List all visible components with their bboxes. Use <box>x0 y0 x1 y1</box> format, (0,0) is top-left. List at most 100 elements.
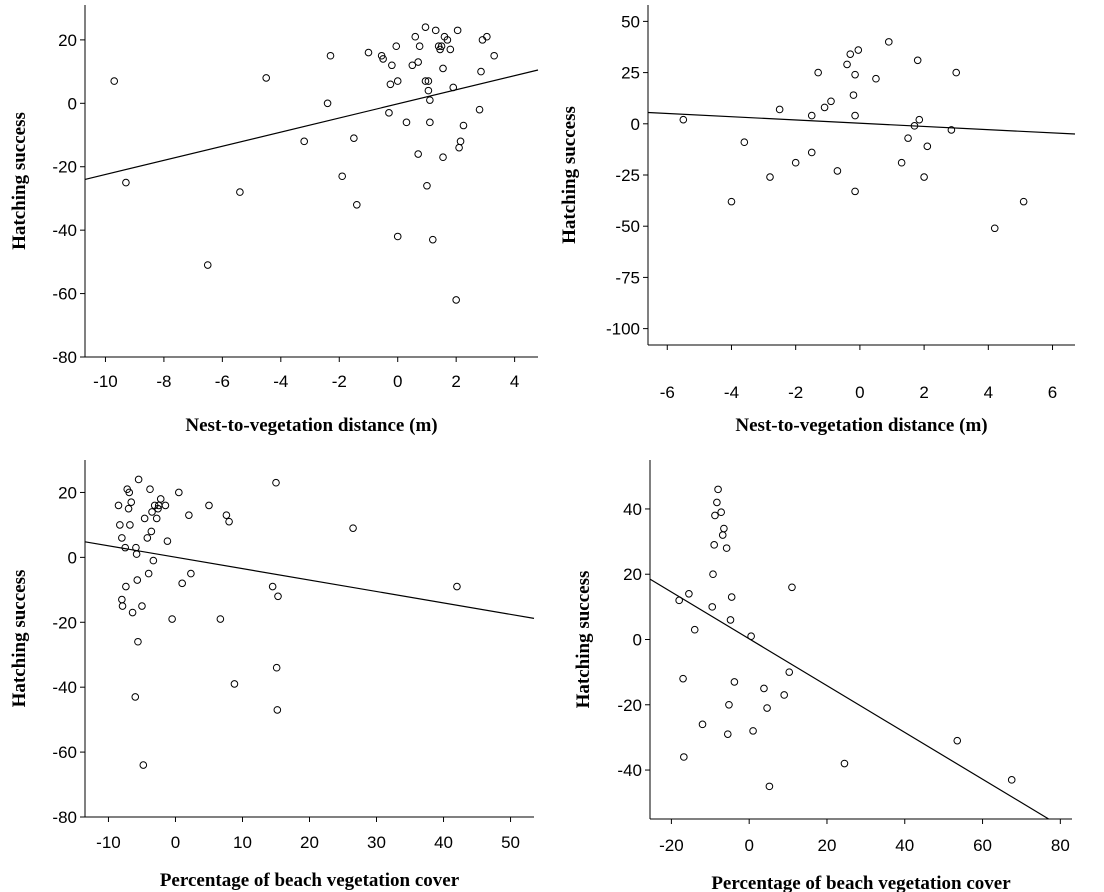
data-point <box>727 197 736 206</box>
y-tick-label: -100 <box>606 320 640 339</box>
data-point <box>840 759 849 768</box>
data-point <box>349 524 357 532</box>
data-point <box>760 684 768 693</box>
data-point <box>725 700 733 709</box>
data-point <box>114 501 123 510</box>
y-tick-label: 50 <box>621 12 640 31</box>
data-point <box>680 753 688 761</box>
data-point <box>690 625 699 634</box>
data-point <box>785 668 794 676</box>
data-point <box>385 109 393 117</box>
data-point <box>807 148 816 157</box>
data-point <box>820 103 829 112</box>
data-point <box>230 680 239 688</box>
x-tick-label: -10 <box>96 833 121 852</box>
data-point <box>128 608 137 617</box>
data-point <box>459 121 468 130</box>
y-axis-title: Hatching success <box>9 570 30 708</box>
data-point <box>424 86 433 95</box>
data-point <box>851 70 859 79</box>
data-point <box>717 508 725 517</box>
data-point <box>122 582 130 591</box>
data-point <box>428 235 437 244</box>
data-point <box>452 296 460 304</box>
y-axis-title: Hatching success <box>9 112 30 250</box>
data-point <box>187 569 195 578</box>
x-tick-label: -4 <box>273 372 288 391</box>
data-point <box>161 501 170 510</box>
data-point <box>708 603 717 611</box>
x-tick-label: 20 <box>300 833 319 852</box>
data-point <box>203 261 212 269</box>
y-tick-label: -60 <box>52 743 77 762</box>
x-tick-label: 0 <box>744 836 753 855</box>
x-axis-title: Nest-to-vegetation distance (m) <box>735 415 987 436</box>
x-tick-label: 2 <box>919 383 928 402</box>
data-point <box>272 478 280 487</box>
data-point <box>766 173 774 181</box>
data-point <box>884 38 893 46</box>
x-tick-label: -10 <box>93 372 118 391</box>
data-point <box>723 730 732 738</box>
data-point <box>851 187 859 196</box>
regression-line <box>84 541 535 619</box>
data-point <box>727 593 736 601</box>
data-point <box>1007 776 1016 784</box>
data-point <box>765 782 774 791</box>
data-point <box>175 488 183 497</box>
data-point <box>827 97 835 106</box>
data-point <box>205 501 213 510</box>
y-tick-label: 40 <box>623 500 642 519</box>
data-point <box>300 137 308 146</box>
data-point <box>386 80 395 89</box>
data-point <box>947 126 956 134</box>
data-point <box>388 61 396 70</box>
x-tick-label: -2 <box>788 383 803 402</box>
y-tick-label: -20 <box>52 158 77 177</box>
y-tick-label: -80 <box>52 348 77 367</box>
data-point <box>709 570 717 579</box>
data-point <box>146 485 154 494</box>
data-point <box>323 99 332 108</box>
data-point <box>897 158 906 167</box>
y-axis-title: Hatching success <box>559 106 580 244</box>
x-tick-label: -6 <box>215 372 230 391</box>
x-tick-label: -20 <box>659 836 684 855</box>
x-tick-label: 40 <box>895 836 914 855</box>
data-point <box>749 727 757 735</box>
data-point <box>178 579 186 588</box>
x-tick-label: 4 <box>984 383 993 402</box>
data-point <box>788 583 796 592</box>
y-tick-label: 20 <box>58 31 77 50</box>
x-tick-label: 30 <box>367 833 386 852</box>
data-point <box>154 504 162 513</box>
data-point <box>426 96 434 104</box>
y-axis-title: Hatching success <box>573 571 594 709</box>
data-point <box>685 590 693 598</box>
data-point <box>152 514 161 523</box>
data-point <box>1019 197 1028 206</box>
y-tick-label: -40 <box>617 761 642 780</box>
x-tick-label: 60 <box>973 836 992 855</box>
data-point <box>854 46 863 54</box>
data-point <box>483 32 491 41</box>
data-point <box>421 23 430 31</box>
scatter-panel-bottom-left: Percentage of beach vegetation cover Hat… <box>9 460 535 891</box>
data-point <box>222 511 231 519</box>
data-point <box>118 595 126 604</box>
data-point <box>393 232 402 241</box>
data-point <box>326 51 335 60</box>
data-point <box>140 514 149 523</box>
data-point <box>272 663 281 672</box>
data-point <box>364 48 373 57</box>
data-point <box>411 32 420 41</box>
x-tick-label: 0 <box>171 833 180 852</box>
data-point <box>143 534 152 542</box>
data-point <box>414 58 422 66</box>
regression-line <box>84 69 539 180</box>
data-point <box>402 118 411 127</box>
data-point <box>423 181 431 190</box>
data-point <box>851 111 859 120</box>
data-point <box>990 224 999 233</box>
data-point <box>134 637 142 646</box>
